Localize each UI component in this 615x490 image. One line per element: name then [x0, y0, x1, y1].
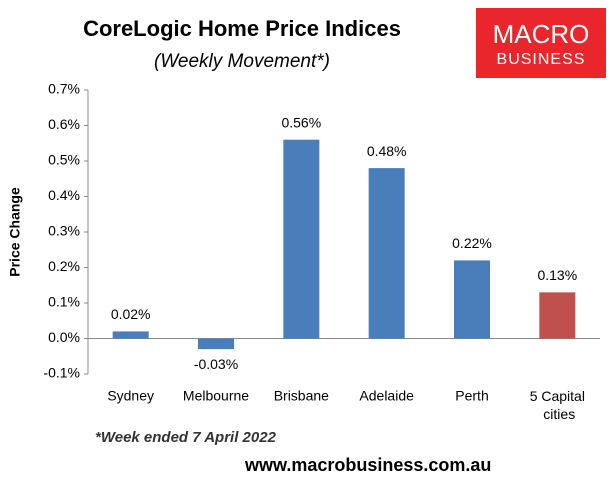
source: www.macrobusiness.com.au: [244, 455, 491, 475]
logo: [476, 8, 606, 78]
y-tick-label: 0.5%: [48, 152, 80, 168]
data-label: 0.02%: [111, 306, 151, 322]
y-tick-label: 0.7%: [48, 81, 80, 97]
chart-subtitle: (Weekly Movement*): [154, 51, 330, 72]
bar: [283, 139, 320, 339]
data-label: 0.56%: [281, 114, 321, 130]
x-tick-label: Melbourne: [183, 388, 249, 404]
x-tick-label: Sydney: [107, 388, 154, 404]
logo-text: MACRO: [493, 19, 590, 49]
bar: [454, 260, 490, 339]
x-tick-label: 5 Capital cities: [530, 388, 585, 422]
x-tick-label: Adelaide: [359, 388, 414, 404]
data-label: 0.13%: [537, 267, 577, 283]
bar: [112, 331, 149, 339]
y-tick-label: 0.4%: [48, 187, 80, 203]
data-label: 0.22%: [452, 235, 492, 251]
logo-text: BUSINESS: [497, 51, 586, 68]
x-tick-label: Brisbane: [274, 388, 329, 404]
chart-title: CoreLogic Home Price Indices: [83, 16, 401, 41]
data-label: -0.03%: [194, 356, 238, 372]
y-tick-label: 0.3%: [48, 223, 80, 239]
footnote: *Week ended 7 April 2022: [95, 429, 277, 446]
bar: [198, 338, 234, 350]
y-tick-label: 0.6%: [48, 116, 80, 132]
y-tick-label: -0.1%: [43, 365, 80, 381]
bar: [368, 168, 405, 339]
y-tick-label: 0.2%: [48, 258, 80, 274]
y-tick-label: 0.0%: [48, 329, 80, 345]
bar: [539, 292, 576, 339]
x-tick-label: Perth: [455, 388, 488, 404]
y-axis-label: Price Change: [7, 187, 23, 277]
y-tick-label: 0.1%: [48, 294, 80, 310]
data-label: 0.48%: [367, 143, 407, 159]
